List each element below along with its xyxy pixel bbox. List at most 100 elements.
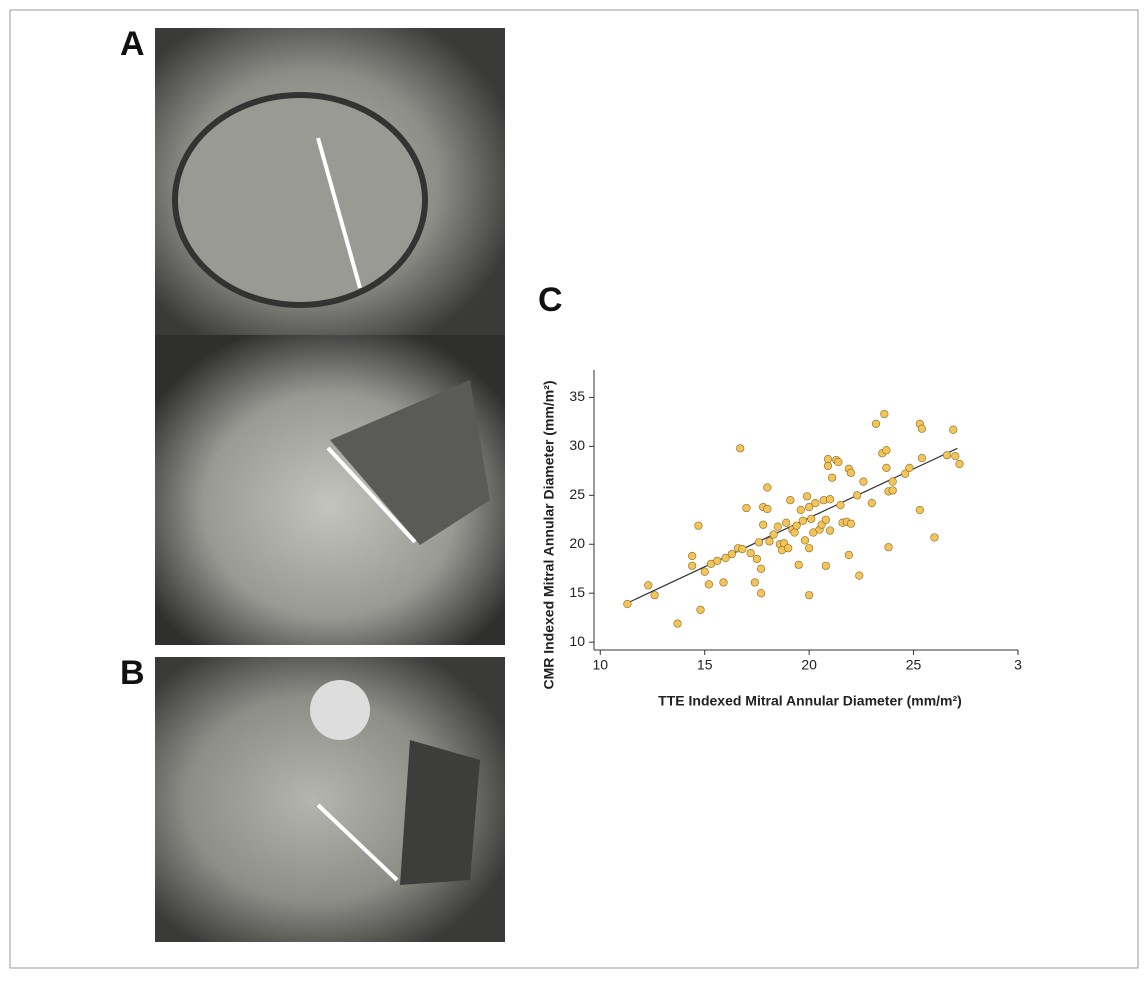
point [846, 519, 856, 528]
point [882, 463, 891, 473]
point [823, 454, 833, 464]
point [644, 581, 653, 590]
point [859, 477, 868, 486]
mri-structure [400, 740, 480, 885]
point [759, 520, 768, 529]
point [769, 530, 778, 539]
point [765, 537, 774, 546]
x-tick-label: 3 [1014, 657, 1022, 673]
point [825, 495, 835, 504]
mri-structure [172, 92, 428, 308]
point [756, 564, 766, 573]
measure-line [326, 446, 417, 544]
point [888, 477, 897, 486]
measure-line [316, 137, 362, 289]
point [650, 591, 659, 600]
point [949, 425, 958, 434]
point [754, 538, 764, 547]
point [846, 468, 856, 477]
point [700, 567, 709, 576]
point [855, 571, 864, 580]
point [800, 536, 810, 545]
point [828, 473, 837, 482]
point [823, 461, 833, 471]
point [782, 518, 791, 527]
point [704, 580, 713, 589]
point [901, 469, 910, 478]
point [746, 548, 755, 558]
point [721, 553, 730, 563]
point [696, 605, 705, 614]
point [798, 516, 807, 525]
point [673, 619, 682, 628]
point [871, 419, 881, 428]
point [805, 591, 814, 600]
point [738, 545, 747, 554]
point [694, 521, 703, 530]
point [763, 504, 772, 514]
point [917, 424, 927, 433]
point [807, 514, 816, 523]
point [752, 554, 762, 564]
point [930, 533, 939, 542]
point [688, 561, 697, 570]
point [882, 446, 891, 455]
panel-label: C [538, 281, 563, 319]
point [821, 561, 830, 570]
x-axis-label: TTE Indexed Mitral Annular Diameter (mm/… [658, 693, 962, 709]
mri-structure [330, 380, 490, 545]
point [688, 551, 697, 561]
point [942, 451, 952, 460]
point [821, 515, 830, 524]
point [756, 589, 766, 598]
point [713, 556, 722, 566]
x-tick-label: 20 [801, 657, 817, 673]
point [763, 483, 772, 492]
point [917, 454, 927, 463]
point [867, 499, 876, 508]
point [880, 409, 889, 419]
point [736, 444, 745, 453]
point [884, 543, 893, 552]
y-tick-label: 20 [569, 535, 585, 551]
point [888, 486, 897, 495]
point [623, 599, 632, 609]
point [784, 544, 793, 553]
point [750, 578, 759, 587]
point [790, 528, 799, 537]
point [844, 550, 853, 560]
point [773, 522, 782, 531]
x-tick-label: 25 [906, 657, 922, 673]
point [786, 496, 795, 505]
point [853, 491, 862, 500]
point [719, 578, 728, 587]
point [836, 501, 845, 510]
y-axis-label: CMR Indexed Mitral Annular Diameter (mm/… [541, 380, 557, 689]
point [811, 499, 820, 508]
frame [9, 9, 1139, 969]
point [792, 521, 801, 530]
point [905, 463, 914, 473]
y-tick-label: 15 [569, 584, 585, 600]
point [805, 502, 814, 512]
point [805, 544, 814, 553]
point [915, 505, 924, 515]
point [951, 452, 960, 461]
point [955, 459, 964, 469]
panel-label: B [120, 654, 145, 692]
y-tick-label: 10 [569, 633, 585, 649]
point [796, 505, 805, 515]
point [794, 560, 803, 569]
y-tick-label: 35 [569, 388, 585, 404]
x-tick-label: 10 [592, 657, 608, 673]
y-tick-label: 25 [569, 486, 585, 502]
measure-line [316, 803, 399, 882]
panel-label: A [120, 25, 145, 63]
point [742, 503, 751, 513]
point [802, 492, 812, 501]
mri-structure [310, 680, 370, 740]
point [834, 457, 843, 467]
point [825, 526, 835, 535]
point [727, 549, 736, 559]
